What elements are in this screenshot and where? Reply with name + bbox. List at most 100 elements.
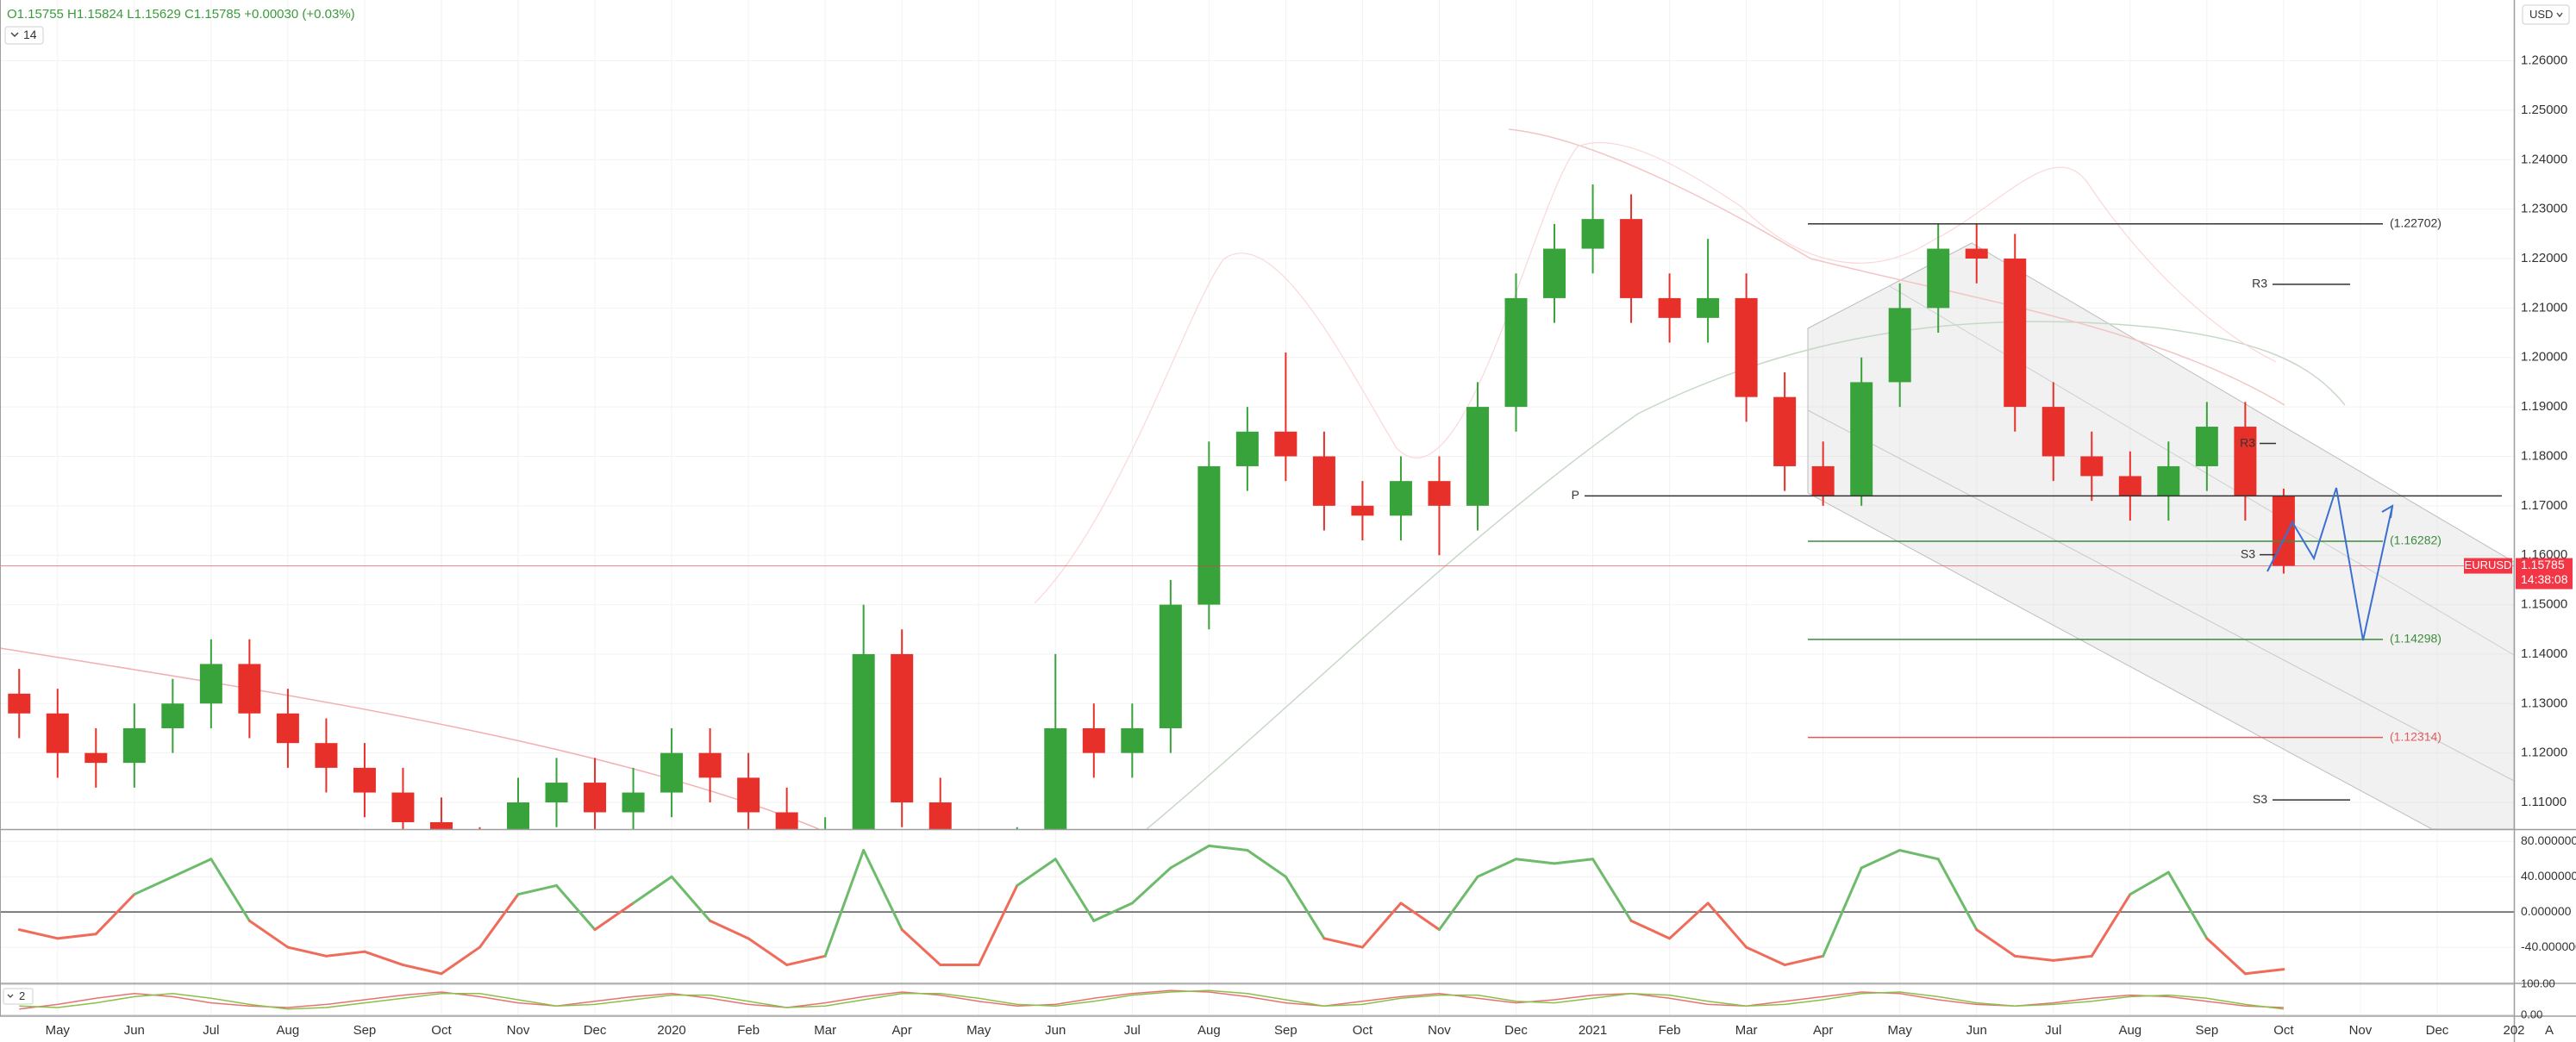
candle-body — [1274, 431, 1297, 457]
stochastic-line — [19, 989, 2284, 1010]
y-tick-label: 1.11000 — [2521, 795, 2567, 809]
oscillator-segment — [247, 919, 290, 949]
x-tick-label: May — [966, 1023, 991, 1038]
oscillator-segment — [1360, 902, 1403, 949]
candle-body — [2041, 407, 2065, 457]
oscillator-segment — [1591, 858, 1633, 922]
oscillator-segment — [2205, 937, 2247, 976]
candle-body — [1428, 481, 1451, 506]
stochastic-line — [19, 989, 2284, 1010]
candle-body — [1044, 727, 1067, 829]
candle-body — [1927, 248, 1950, 309]
y-tick-label: 1.13000 — [2521, 696, 2567, 710]
candle-body — [1811, 465, 1835, 496]
y-tick-label: 40.000000 — [2521, 869, 2576, 883]
pane-chip[interactable] — [3, 988, 34, 1005]
candle-body — [1697, 297, 1720, 318]
x-tick-label: Aug — [1197, 1023, 1221, 1038]
oscillator-segment — [478, 893, 520, 949]
channel-line — [1889, 285, 2514, 656]
oscillator-segment — [94, 893, 136, 936]
candle-body — [199, 664, 222, 704]
candle-body — [1504, 297, 1528, 408]
candle-body — [775, 812, 798, 829]
y-tick-label: 1.26000 — [2521, 53, 2567, 68]
x-tick-label: May — [46, 1023, 71, 1038]
candle-body — [84, 752, 108, 764]
y-tick-label: 1.21000 — [2521, 300, 2567, 315]
projection-arrowhead — [2381, 504, 2394, 519]
regression-channel — [1807, 242, 2514, 829]
level-label: (1.22702) — [2390, 215, 2442, 229]
y-tick-label: 1.12000 — [2521, 746, 2567, 760]
candle-body — [507, 802, 530, 829]
main-decor — [0, 128, 2514, 829]
axes-layer: May Jun Jul Aug Sep Oct Nov Dec 2020 Feb Mar Apr May… — [46, 53, 2576, 1038]
x-tick-label: Jun — [124, 1023, 145, 1038]
scale-toggle[interactable]: A — [2545, 1023, 2554, 1038]
oscillator-segment — [1399, 902, 1441, 932]
oscillator-segment — [593, 902, 635, 932]
candle-body — [1543, 248, 1566, 298]
oscillator-segment — [209, 858, 251, 922]
x-tick-label: Oct — [431, 1023, 452, 1038]
candle-body — [2004, 259, 2027, 408]
x-tick-label: May — [1888, 1023, 1913, 1038]
price-tag-value: 1.15785 — [2521, 558, 2565, 571]
candle-body — [1389, 481, 1412, 516]
candle-body — [698, 752, 722, 778]
oscillator-segment — [977, 883, 1019, 967]
oscillator-segment — [1822, 866, 1863, 958]
oscillator-segment — [440, 945, 481, 976]
candle-body — [545, 783, 568, 803]
oscillator-segment — [1936, 858, 1979, 932]
candle-body — [1965, 248, 1988, 259]
oscillator-segment — [1783, 954, 1825, 967]
candle-body — [1082, 727, 1105, 753]
x-tick-label: Jun — [1045, 1023, 1066, 1038]
x-tick-label: Nov — [1428, 1023, 1451, 1038]
channel-line — [1807, 409, 2514, 782]
candle-body — [2080, 456, 2104, 477]
x-tick-label: Jul — [203, 1023, 219, 1038]
oscillator-segment — [1476, 858, 1518, 878]
candle-body — [1620, 219, 1643, 298]
currency-chip[interactable] — [2522, 4, 2570, 25]
x-tick-label: Nov — [507, 1023, 530, 1038]
oscillator-segment — [1207, 844, 1249, 852]
level-label: (1.14298) — [2390, 632, 2442, 646]
x-tick-label: Oct — [2273, 1023, 2294, 1038]
oscillator-segment — [1437, 875, 1479, 932]
x-tick-label: Jul — [1124, 1023, 1141, 1038]
x-tick-label: Mar — [814, 1023, 836, 1038]
moving-average — [1508, 128, 2285, 406]
oscillator-segment — [2243, 968, 2285, 976]
oscillator-segment — [1246, 849, 1287, 878]
oscillator-segment — [1515, 858, 1556, 865]
y-tick-label: 0.00 — [2521, 1008, 2542, 1020]
x-tick-label: Aug — [277, 1023, 300, 1038]
y-tick-label: 0.000000 — [2521, 904, 2572, 918]
y-tick-label: 1.23000 — [2521, 202, 2567, 216]
oscillator-segment — [171, 858, 213, 878]
x-tick-label: 2021 — [1579, 1023, 1607, 1038]
ohlc-legend: O1.15755 H1.15824 L1.15629 C1.15785 +0.0… — [7, 7, 355, 22]
oscillator-segment — [1668, 902, 1710, 940]
oscillator-segment — [747, 937, 789, 967]
oscillator-segment — [1629, 919, 1672, 940]
candle-body — [46, 713, 69, 753]
indicator-chip-label: 14 — [23, 28, 37, 41]
x-tick-label: Sep — [2195, 1023, 2218, 1038]
y-tick-label: 1.24000 — [2521, 152, 2567, 166]
oscillator-segment — [1898, 849, 1940, 861]
oscillator-segment — [56, 933, 97, 940]
oscillator-segment — [2013, 954, 2055, 962]
candle-body — [315, 743, 338, 768]
moving-average — [1146, 321, 2346, 829]
indicator-chip[interactable] — [4, 26, 44, 45]
candle-body — [429, 821, 453, 829]
candle-body — [161, 703, 184, 728]
x-tick-label: Feb — [1659, 1023, 1681, 1038]
